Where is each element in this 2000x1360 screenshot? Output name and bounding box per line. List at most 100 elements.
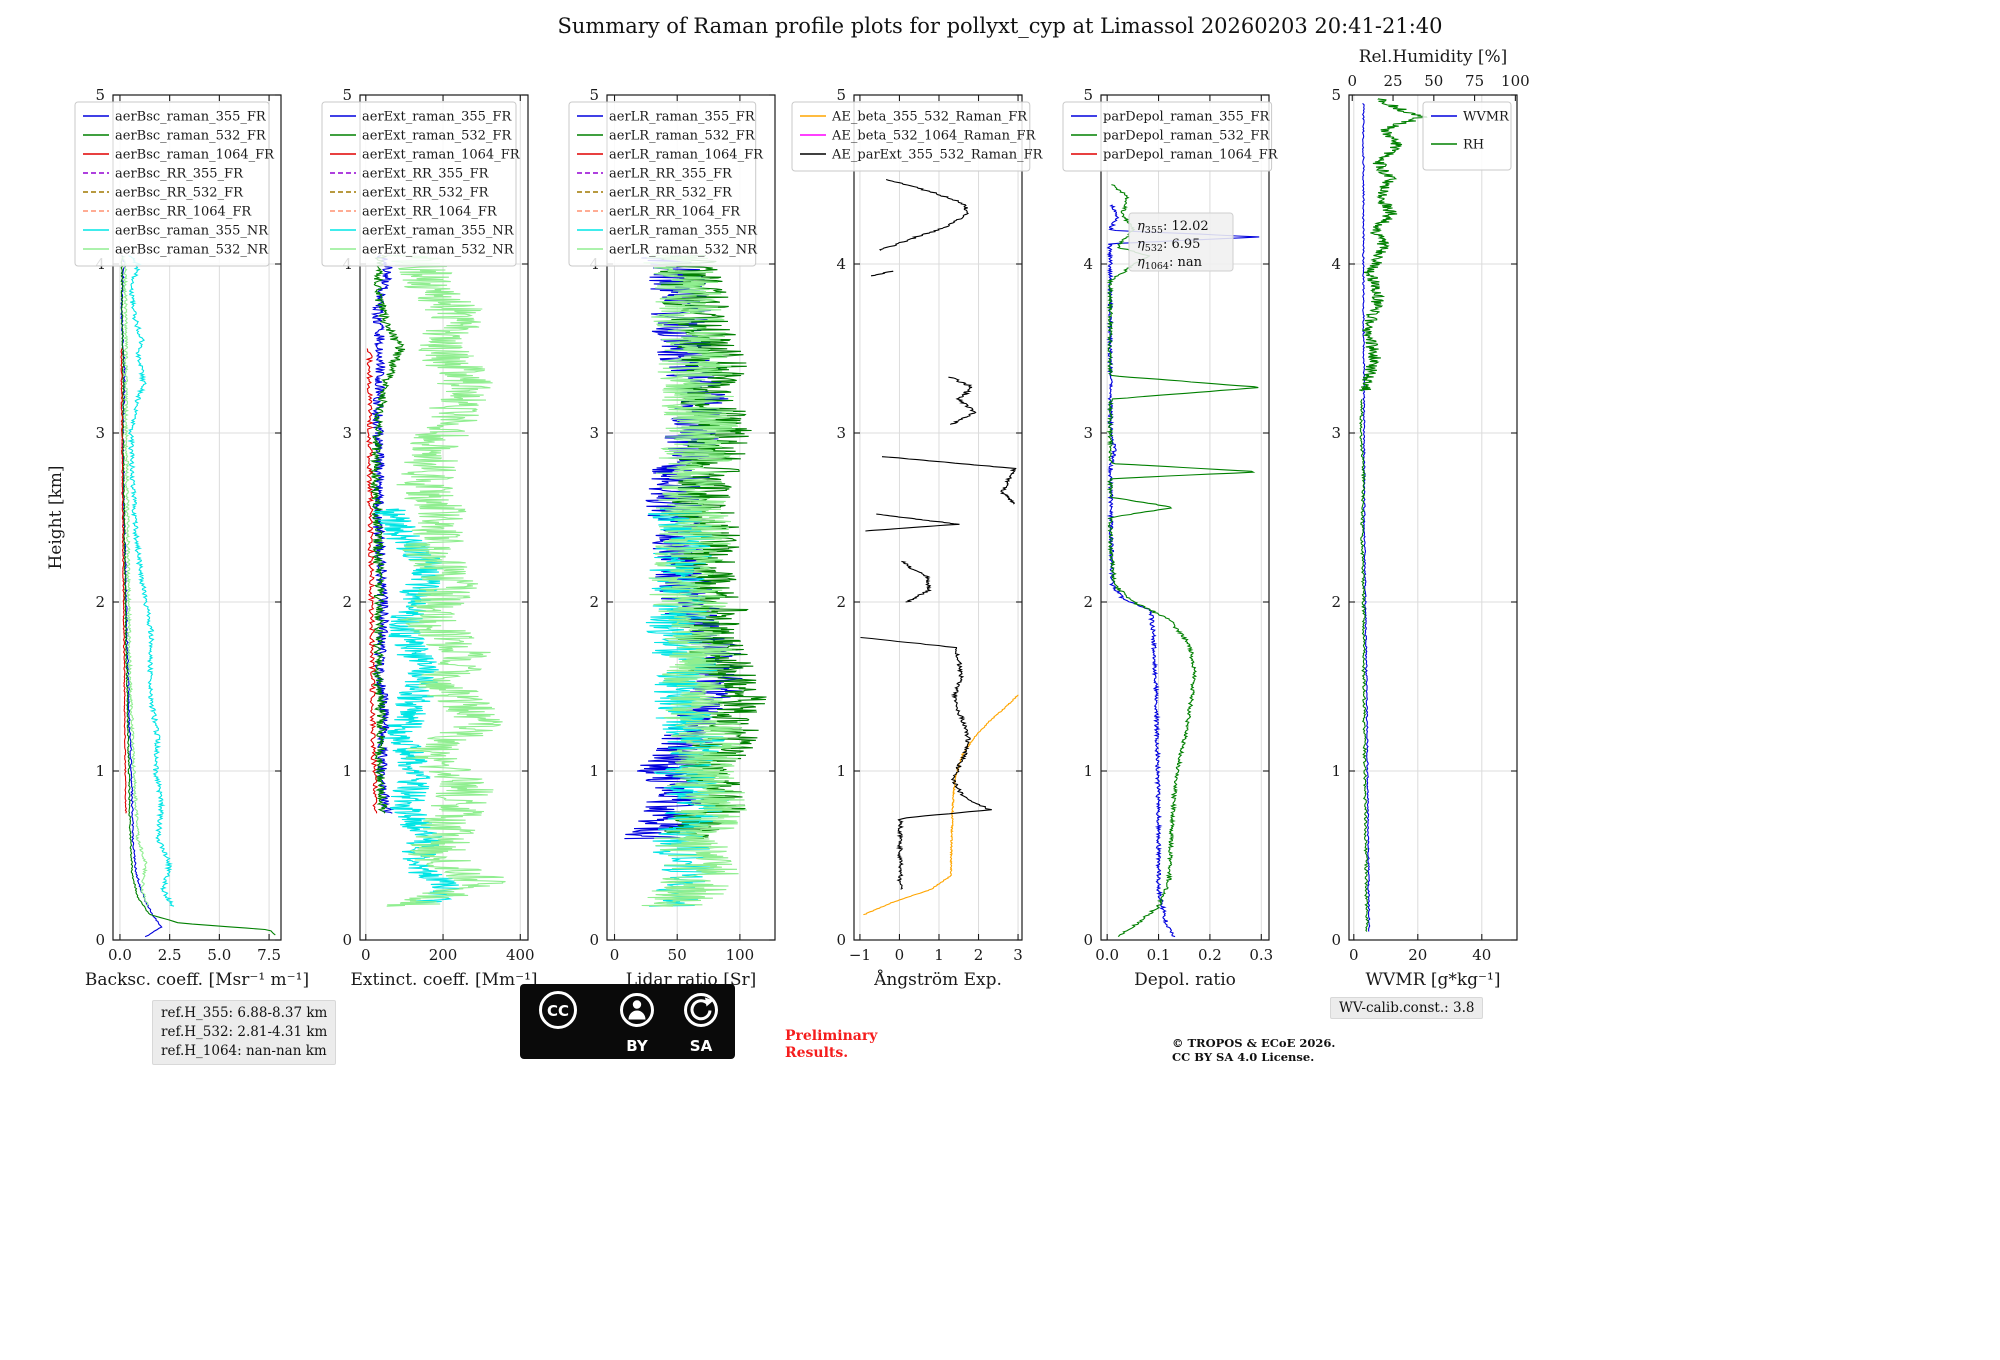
- series-AE_parExt_355_532_Raman_FR: [881, 456, 1017, 505]
- top-xtick-label: 100: [1501, 72, 1530, 90]
- legend-label-aerBsc_raman_532_NR: aerBsc_raman_532_NR: [115, 243, 269, 258]
- panel-wvmr-series: [1359, 97, 1428, 932]
- legend-label-aerBsc_raman_532_FR: aerBsc_raman_532_FR: [115, 129, 267, 144]
- legend-label-aerExt_raman_1064_FR: aerExt_raman_1064_FR: [362, 148, 521, 163]
- series-aerExt_raman_1064_FR: [365, 348, 379, 814]
- xtick-label: 7.5: [257, 946, 281, 964]
- raman-panels-svg: 0.0 2.5 5.0 7.5 0 1 2 3 4 5 Backsc. coeff. [Msr⁻¹ …: [46, 47, 1530, 990]
- ytick-label: 1: [589, 762, 599, 780]
- cc-logo-icon: [539, 991, 577, 1029]
- panel-backscatter-frame: [112, 94, 282, 941]
- legend-label-aerLR_RR_355_FR: aerLR_RR_355_FR: [609, 167, 733, 182]
- top-xtick-label: 50: [1424, 72, 1443, 90]
- xtick-label: 0: [610, 946, 620, 964]
- xtick-label: 2.5: [158, 946, 182, 964]
- xlabel-extinction: Extinct. coeff. [Mm⁻¹]: [350, 970, 537, 990]
- ylabel-height: Height [km]: [46, 465, 66, 569]
- legend-label-aerExt_raman_532_NR: aerExt_raman_532_NR: [362, 243, 515, 258]
- legend-label-aerExt_raman_355_NR: aerExt_raman_355_NR: [362, 224, 515, 239]
- ytick-label: 2: [95, 593, 105, 611]
- legend-label-aerLR_raman_355_NR: aerLR_raman_355_NR: [609, 224, 758, 239]
- ytick-label: 2: [836, 593, 846, 611]
- xtick-label: 40: [1472, 946, 1491, 964]
- ytick-label: 0: [836, 931, 846, 949]
- legend-backscatter: aerBsc_raman_355_FR aerBsc_raman_532_FRae…: [74, 101, 275, 267]
- panel-depol-frame: [1100, 94, 1270, 941]
- legend-label-AE_parExt_355_532_Raman_FR: AE_parExt_355_532_Raman_FR: [831, 148, 1044, 163]
- panel-lidar-ratio-frame: [606, 94, 776, 941]
- top-xtick-label: 25: [1383, 72, 1402, 90]
- xtick-label: 0: [1349, 946, 1359, 964]
- legend-label-aerLR_raman_532_FR: aerLR_raman_532_FR: [609, 129, 756, 144]
- xtick-label: 0: [895, 946, 905, 964]
- xtick-label: 1: [934, 946, 944, 964]
- ytick-label: 3: [95, 424, 105, 442]
- ytick-label: 0: [95, 931, 105, 949]
- ytick-label: 2: [342, 593, 352, 611]
- ytick-label: 1: [1331, 762, 1341, 780]
- series-RH: [1359, 399, 1369, 932]
- ytick-label: 5: [1331, 86, 1341, 104]
- xtick-label: 100: [726, 946, 755, 964]
- legend-label-RH: RH: [1463, 138, 1484, 153]
- top-xtick-label: 75: [1465, 72, 1484, 90]
- ytick-label: 2: [1083, 593, 1093, 611]
- legend-label-aerExt_RR_355_FR: aerExt_RR_355_FR: [362, 167, 490, 182]
- legend-label-aerLR_raman_1064_FR: aerLR_raman_1064_FR: [609, 148, 764, 163]
- share-alike-arrowhead: [705, 997, 714, 1007]
- series-aerBsc_raman_1064_FR: [120, 348, 128, 814]
- person-head: [632, 1000, 642, 1009]
- ytick-label: 2: [589, 593, 599, 611]
- series-parDepol_raman_532_FR: [1106, 184, 1259, 938]
- panel-backscatter-series: [120, 255, 276, 938]
- panel-extinction-series: [365, 255, 506, 907]
- legend-label-parDepol_raman_532_FR: parDepol_raman_532_FR: [1103, 129, 1270, 144]
- legend-label-aerBsc_raman_355_NR: aerBsc_raman_355_NR: [115, 224, 269, 239]
- legend-label-aerBsc_raman_1064_FR: aerBsc_raman_1064_FR: [115, 148, 275, 163]
- legend-label-aerExt_raman_532_FR: aerExt_raman_532_FR: [362, 129, 512, 144]
- series-AE_parExt_355_532_Raman_FR: [870, 270, 894, 277]
- panel-depol-series: [1106, 184, 1260, 938]
- xtick-label: 2: [974, 946, 984, 964]
- legend-label-aerLR_RR_1064_FR: aerLR_RR_1064_FR: [609, 205, 741, 220]
- ytick-label: 0: [1331, 931, 1341, 949]
- cc-by-label: BY: [626, 1037, 649, 1055]
- legend-label-parDepol_raman_355_FR: parDepol_raman_355_FR: [1103, 110, 1270, 125]
- series-AE_parExt_355_532_Raman_FR: [948, 376, 977, 425]
- share-alike-arrow: [690, 999, 712, 1021]
- xtick-label: 50: [668, 946, 687, 964]
- legend-label-aerExt_raman_355_FR: aerExt_raman_355_FR: [362, 110, 512, 125]
- ytick-label: 5: [95, 86, 105, 104]
- legend-label-parDepol_raman_1064_FR: parDepol_raman_1064_FR: [1103, 148, 1279, 163]
- top-axis-label: Rel.Humidity [%]: [1359, 47, 1508, 67]
- top-xtick-label: 0: [1347, 72, 1357, 90]
- xtick-label: 0.2: [1198, 946, 1222, 964]
- ytick-label: 5: [836, 86, 846, 104]
- ytick-label: 4: [1331, 255, 1341, 273]
- series-AE_parExt_355_532_Raman_FR: [865, 513, 960, 532]
- person-body: [628, 1010, 646, 1020]
- ytick-label: 4: [1083, 255, 1093, 273]
- cc-by-sa-badge: CC BY SA: [520, 984, 735, 1059]
- legend-label-aerLR_raman_532_NR: aerLR_raman_532_NR: [609, 243, 758, 258]
- legend-angstroem: AE_beta_355_532_Raman_FR AE_beta_532_1064…: [791, 101, 1044, 172]
- attribution-person-icon: [620, 993, 654, 1027]
- ytick-label: 5: [589, 86, 599, 104]
- legend-label-aerLR_RR_532_FR: aerLR_RR_532_FR: [609, 186, 733, 201]
- legend-label-aerBsc_raman_355_FR: aerBsc_raman_355_FR: [115, 110, 267, 125]
- xtick-label: 0.0: [108, 946, 132, 964]
- xtick-label: 0.1: [1147, 946, 1171, 964]
- legend-label-aerLR_raman_355_FR: aerLR_raman_355_FR: [609, 110, 756, 125]
- xlabel-depol: Depol. ratio: [1134, 970, 1236, 990]
- legend-label-aerExt_RR_1064_FR: aerExt_RR_1064_FR: [362, 205, 498, 220]
- ytick-label: 5: [342, 86, 352, 104]
- panel-extinction-frame: [359, 94, 529, 941]
- ytick-label: 2: [1331, 593, 1341, 611]
- series-aerBsc_raman_532_FR: [120, 255, 276, 936]
- panel-wvmr: 0 20 40 0 1 2 3 4 5 WVMR [g*kg⁻¹] 0 25 50 75 100 Rel.Hu…: [1331, 47, 1529, 990]
- legend-depol: parDepol_raman_355_FR parDepol_raman_532_…: [1062, 101, 1279, 172]
- ytick-label: 3: [836, 424, 846, 442]
- xlabel-backscatter: Backsc. coeff. [Msr⁻¹ m⁻¹]: [85, 970, 309, 990]
